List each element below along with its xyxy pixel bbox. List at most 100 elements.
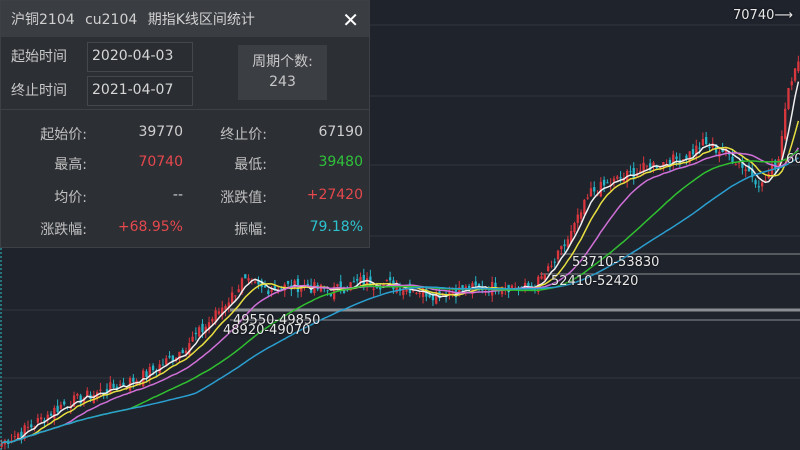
candle <box>583 198 586 218</box>
candle <box>797 55 800 74</box>
candle <box>211 316 214 326</box>
candle <box>790 77 793 91</box>
candle <box>191 331 194 343</box>
candle <box>168 351 171 359</box>
candle <box>616 174 619 181</box>
candle <box>606 179 609 184</box>
low-label: 最低: <box>234 157 267 173</box>
amplitude-label: 振幅: <box>234 222 267 238</box>
start-time-input[interactable]: 2020-04-03 <box>87 42 193 72</box>
candle <box>635 167 639 178</box>
candle <box>56 399 59 416</box>
candle <box>688 151 691 164</box>
zone-label: 49550-49850 <box>233 313 321 328</box>
change-value: +27420 <box>306 187 363 203</box>
end-time-label: 终止时间 <box>11 83 67 99</box>
zone-label: 48920-49070 <box>223 323 311 338</box>
period-count-value: 243 <box>269 74 296 90</box>
candle <box>626 169 629 188</box>
candle <box>165 355 168 367</box>
candle <box>757 180 760 193</box>
ma60-line <box>1 157 799 444</box>
candle <box>40 413 43 424</box>
candle <box>566 235 570 249</box>
candle <box>36 413 40 425</box>
high-value: 70740 <box>138 154 183 170</box>
candle <box>286 280 290 286</box>
candle <box>244 274 247 279</box>
low-value: 39480 <box>318 154 363 170</box>
candle <box>672 150 675 170</box>
candle <box>63 399 66 407</box>
candle <box>161 358 165 366</box>
change-label: 涨跌值: <box>220 190 267 206</box>
candle <box>7 438 10 449</box>
zone-lines <box>230 253 800 321</box>
candle <box>639 163 642 174</box>
candle <box>787 87 790 111</box>
ma40-line <box>1 149 799 444</box>
interval-stats-dialog: 沪铜2104 cu2104 期指K线区间统计 ✕ 起始时间 2020-04-03… <box>0 0 370 248</box>
candle <box>145 369 148 383</box>
moving-averages <box>1 81 800 444</box>
candle <box>105 383 109 399</box>
candle <box>188 337 191 358</box>
candle <box>599 177 602 198</box>
candle <box>26 420 30 433</box>
end-time-input[interactable]: 2021-04-07 <box>87 76 193 106</box>
candle <box>257 276 260 290</box>
candle <box>365 272 369 292</box>
start-price-label: 起始价: <box>40 127 87 143</box>
candle <box>556 249 560 265</box>
candle <box>494 277 497 295</box>
candle <box>20 427 23 444</box>
candle <box>158 360 161 376</box>
candle <box>632 162 635 185</box>
candle <box>563 239 566 253</box>
candle <box>230 286 234 304</box>
candle <box>589 181 593 197</box>
candle <box>708 142 711 152</box>
candle <box>546 263 550 273</box>
candle <box>221 300 224 320</box>
candle <box>198 325 201 339</box>
candle <box>30 419 33 430</box>
end-price-label: 终止价: <box>220 127 267 143</box>
candle <box>349 281 352 292</box>
candle <box>705 131 708 146</box>
zone-label: 52410-52420 <box>551 274 639 289</box>
change-pct-label: 涨跌幅: <box>40 222 87 238</box>
candle <box>629 165 632 176</box>
close-icon[interactable]: ✕ <box>342 8 359 32</box>
candle <box>691 143 695 160</box>
period-count-box: 周期个数: 243 <box>238 45 327 100</box>
dialog-title: 沪铜2104 cu2104 期指K线区间统计 <box>1 1 369 37</box>
candle <box>49 411 53 417</box>
candle <box>76 392 79 400</box>
candle <box>784 102 787 141</box>
start-time-label: 起始时间 <box>11 49 67 65</box>
candle <box>46 411 49 424</box>
candle <box>421 286 425 304</box>
candle <box>764 175 767 182</box>
period-count-label: 周期个数: <box>252 54 313 70</box>
candle <box>227 297 230 313</box>
candle <box>793 67 797 83</box>
candle <box>418 291 421 298</box>
high-marker-label: 70740⟶ <box>733 8 793 23</box>
candle <box>576 208 579 230</box>
candle <box>181 347 184 354</box>
candle <box>3 438 7 450</box>
candle <box>415 291 418 295</box>
candle <box>540 271 543 280</box>
candle <box>573 221 576 235</box>
candle <box>352 276 356 283</box>
candle <box>579 209 583 223</box>
candle <box>550 260 553 269</box>
candle <box>612 175 616 188</box>
candle <box>119 380 122 387</box>
candle <box>385 279 388 282</box>
candle <box>701 132 705 146</box>
candle <box>13 430 16 440</box>
